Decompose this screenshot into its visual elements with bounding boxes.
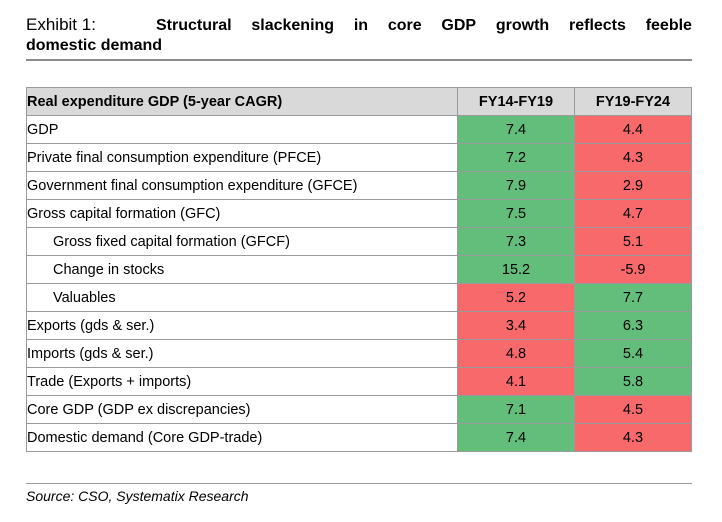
cell-fy19-fy24: 6.3 bbox=[574, 311, 692, 340]
table-row: Core GDP (GDP ex discrepancies) 7.1 4.5 bbox=[26, 395, 692, 424]
cell-fy14-fy19: 7.1 bbox=[457, 395, 575, 424]
cell-fy19-fy24: 2.9 bbox=[574, 171, 692, 200]
row-label-domestic-demand: Domestic demand (Core GDP-trade) bbox=[26, 423, 458, 452]
header-fy14-fy19: FY14-FY19 bbox=[457, 87, 575, 116]
cell-fy19-fy24: 4.5 bbox=[574, 395, 692, 424]
title-word: slackening bbox=[251, 17, 335, 34]
row-label-valuables: Valuables bbox=[26, 283, 458, 312]
cell-fy14-fy19: 7.4 bbox=[457, 115, 575, 144]
row-label-gfcf: Gross fixed capital formation (GFCF) bbox=[26, 227, 458, 256]
row-label-imports: Imports (gds & ser.) bbox=[26, 339, 458, 368]
cell-fy14-fy19: 7.4 bbox=[457, 423, 575, 452]
cell-fy14-fy19: 15.2 bbox=[457, 255, 575, 284]
table-row: GDP 7.4 4.4 bbox=[26, 115, 692, 144]
title-word: growth bbox=[495, 17, 550, 34]
cell-fy19-fy24: 4.4 bbox=[574, 115, 692, 144]
cell-fy19-fy24: 7.7 bbox=[574, 283, 692, 312]
cell-fy19-fy24: 5.1 bbox=[574, 227, 692, 256]
title-line-2: domestic demand bbox=[26, 37, 163, 54]
cell-fy19-fy24: 5.8 bbox=[574, 367, 692, 396]
header-category: Real expenditure GDP (5-year CAGR) bbox=[26, 87, 458, 116]
table-row: Government final consumption expenditure… bbox=[26, 171, 692, 200]
title-word: core bbox=[387, 17, 422, 34]
cell-fy14-fy19: 3.4 bbox=[457, 311, 575, 340]
cell-fy14-fy19: 7.9 bbox=[457, 171, 575, 200]
title-word: reflects bbox=[568, 17, 626, 34]
table-row: Imports (gds & ser.) 4.8 5.4 bbox=[26, 339, 692, 368]
cell-fy19-fy24: 4.3 bbox=[574, 143, 692, 172]
row-label-gfc: Gross capital formation (GFC) bbox=[26, 199, 458, 228]
table-row: Valuables 5.2 7.7 bbox=[26, 283, 692, 312]
cell-fy14-fy19: 4.1 bbox=[457, 367, 575, 396]
cell-fy19-fy24: -5.9 bbox=[574, 255, 692, 284]
title-line-1: Exhibit 1: Structural slackening in core… bbox=[26, 14, 692, 36]
table-row: Gross capital formation (GFC) 7.5 4.7 bbox=[26, 199, 692, 228]
row-label-pfce: Private final consumption expenditure (P… bbox=[26, 143, 458, 172]
table-row: Private final consumption expenditure (P… bbox=[26, 143, 692, 172]
cell-fy19-fy24: 4.7 bbox=[574, 199, 692, 228]
cell-fy14-fy19: 5.2 bbox=[457, 283, 575, 312]
footer-divider bbox=[26, 483, 692, 484]
header-fy19-fy24: FY19-FY24 bbox=[574, 87, 692, 116]
source-note: Source: CSO, Systematix Research bbox=[26, 488, 249, 504]
row-label-change-in-stocks: Change in stocks bbox=[26, 255, 458, 284]
table-row: Domestic demand (Core GDP-trade) 7.4 4.3 bbox=[26, 423, 692, 452]
title-word: GDP bbox=[441, 17, 477, 34]
cell-fy14-fy19: 7.2 bbox=[457, 143, 575, 172]
cell-fy14-fy19: 7.3 bbox=[457, 227, 575, 256]
row-label-gdp: GDP bbox=[26, 115, 458, 144]
title-divider bbox=[26, 59, 692, 61]
table-row: Gross fixed capital formation (GFCF) 7.3… bbox=[26, 227, 692, 256]
title-headline: Structural slackening in core GDP growth… bbox=[156, 15, 692, 36]
row-label-core-gdp: Core GDP (GDP ex discrepancies) bbox=[26, 395, 458, 424]
title-word: Structural bbox=[156, 17, 232, 34]
title-word: in bbox=[353, 17, 369, 34]
cell-fy14-fy19: 4.8 bbox=[457, 339, 575, 368]
cell-fy19-fy24: 4.3 bbox=[574, 423, 692, 452]
table-row: Change in stocks 15.2 -5.9 bbox=[26, 255, 692, 284]
exhibit-number: Exhibit 1: bbox=[26, 15, 96, 34]
title-word: feeble bbox=[645, 17, 692, 34]
cell-fy19-fy24: 5.4 bbox=[574, 339, 692, 368]
row-label-trade: Trade (Exports + imports) bbox=[26, 367, 458, 396]
exhibit-title: Exhibit 1: Structural slackening in core… bbox=[26, 14, 692, 56]
cell-fy14-fy19: 7.5 bbox=[457, 199, 575, 228]
table-row: Trade (Exports + imports) 4.1 5.8 bbox=[26, 367, 692, 396]
row-label-exports: Exports (gds & ser.) bbox=[26, 311, 458, 340]
gdp-cagr-table: Real expenditure GDP (5-year CAGR) FY14-… bbox=[26, 87, 692, 452]
table-header-row: Real expenditure GDP (5-year CAGR) FY14-… bbox=[26, 87, 692, 116]
row-label-gfce: Government final consumption expenditure… bbox=[26, 171, 458, 200]
table-row: Exports (gds & ser.) 3.4 6.3 bbox=[26, 311, 692, 340]
